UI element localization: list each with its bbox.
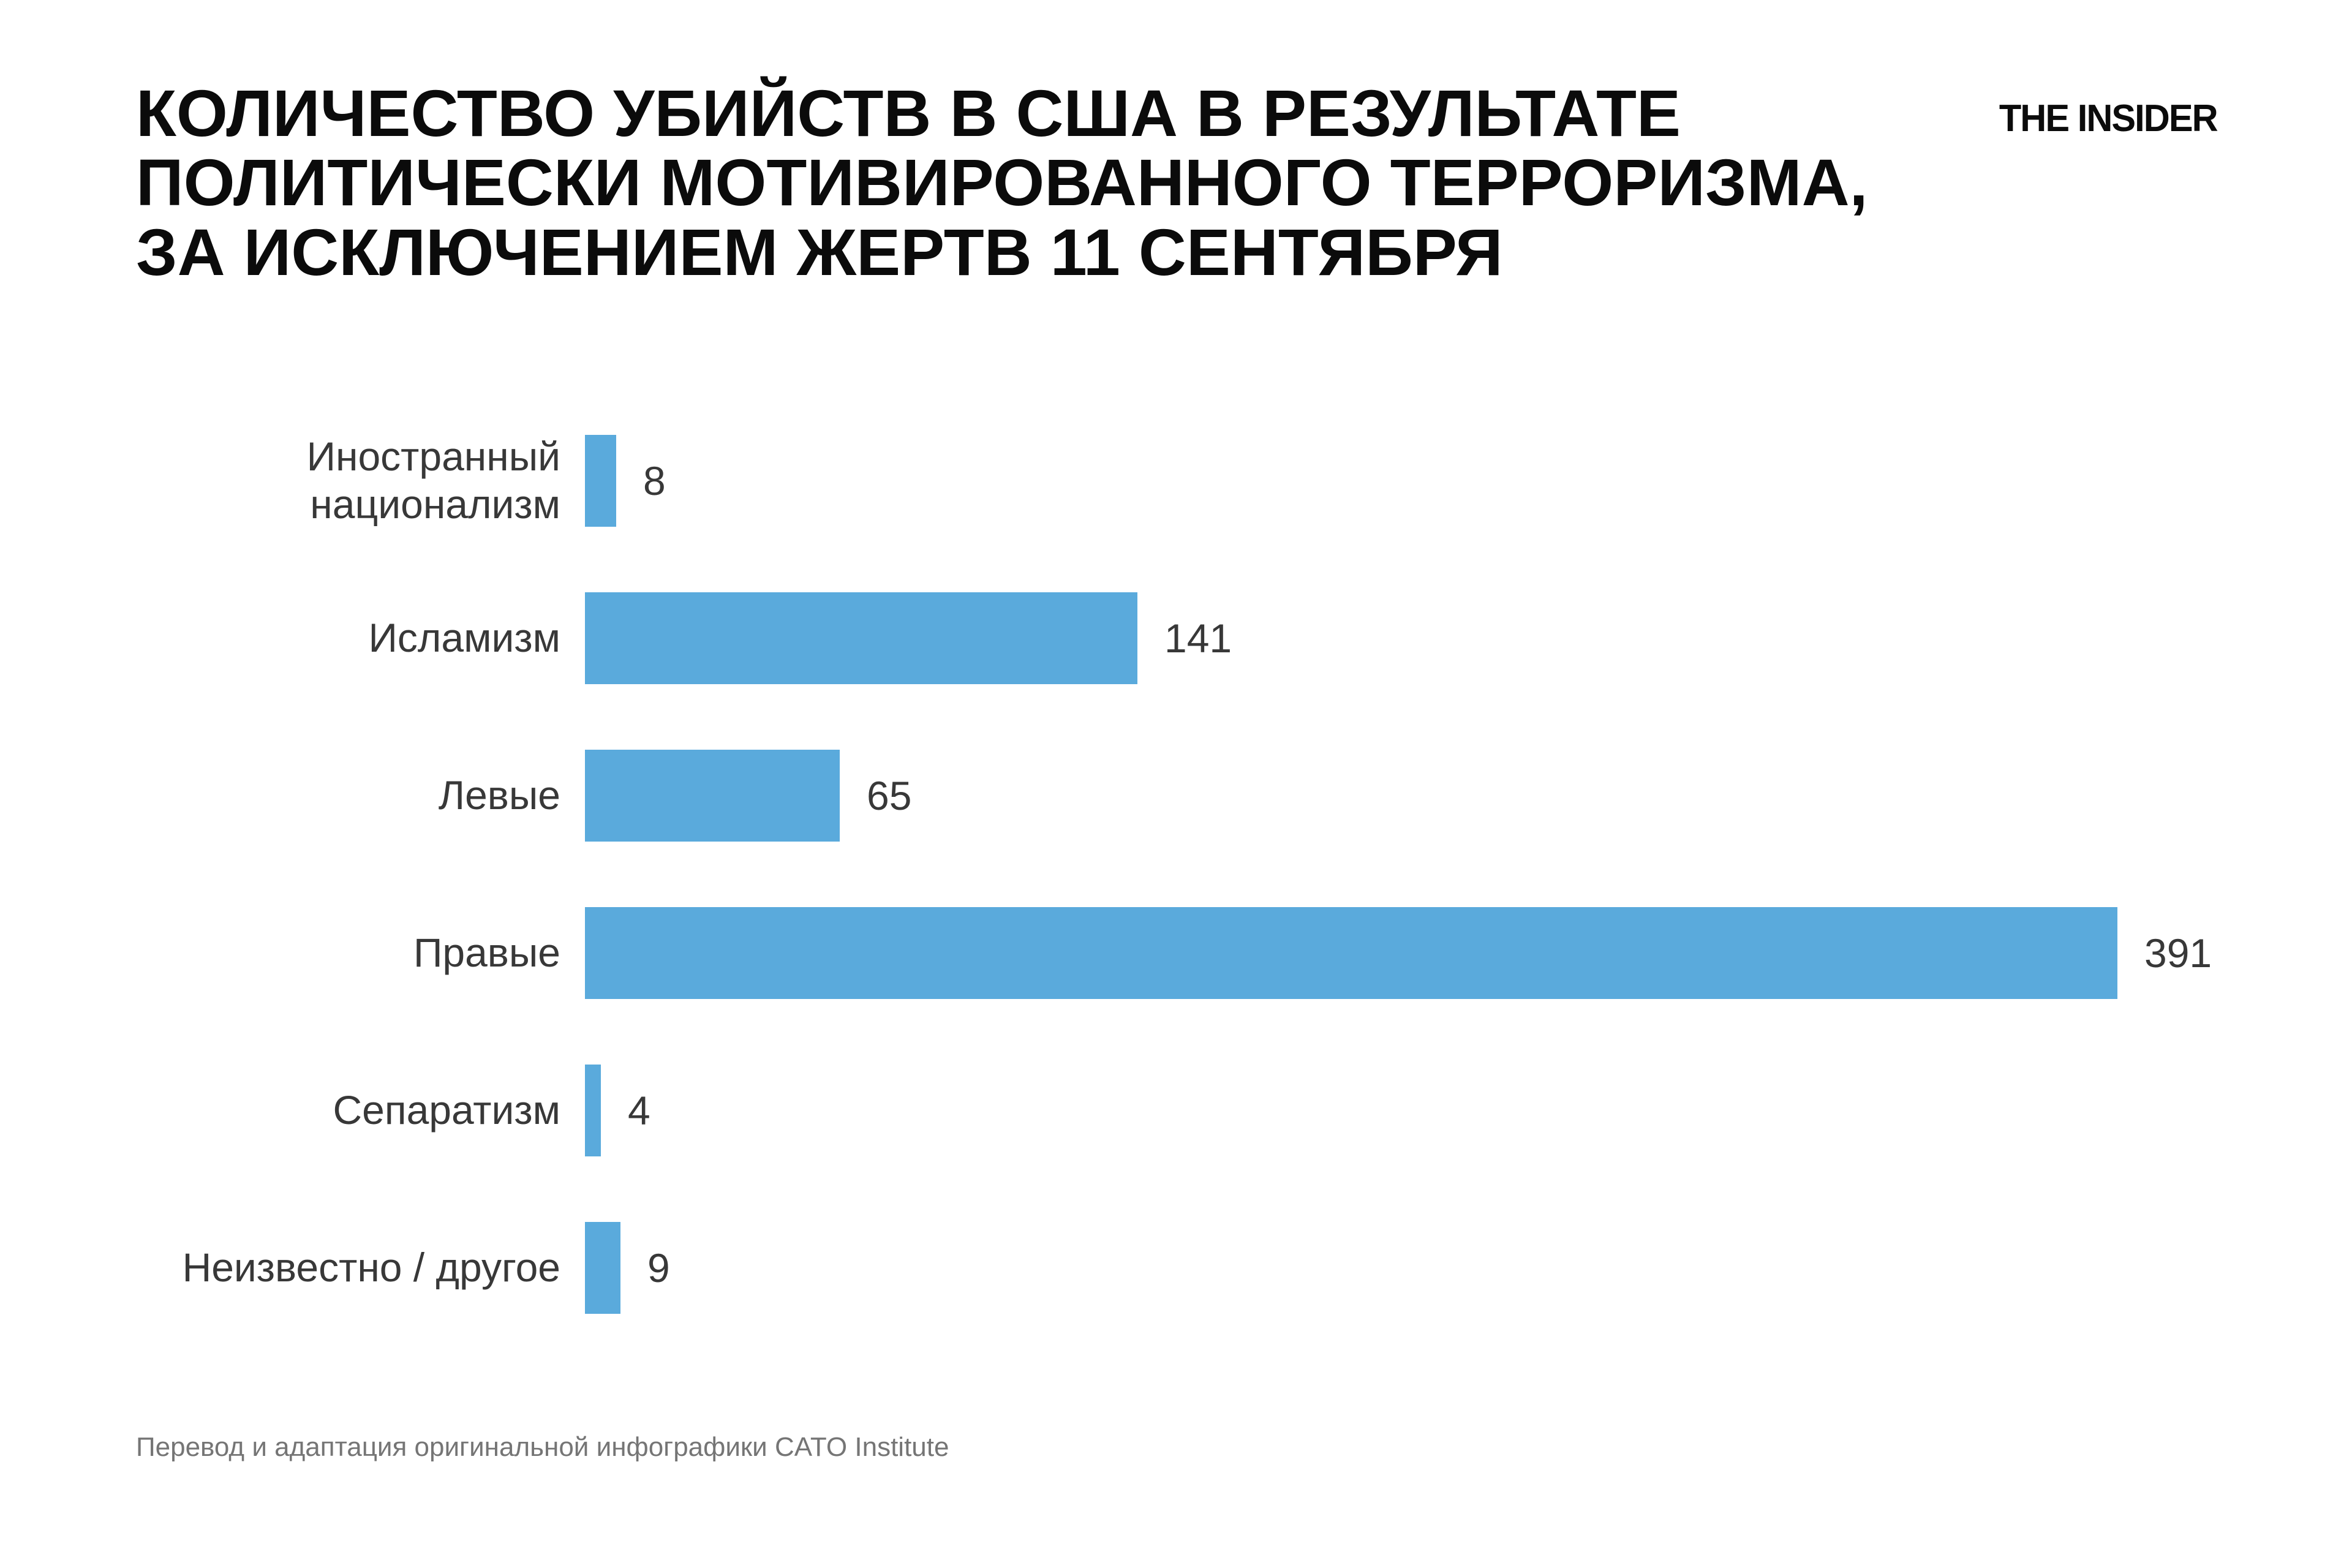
- category-label: Иностранный национализм: [306, 433, 560, 527]
- bar: [585, 907, 2117, 999]
- page-title: КОЛИЧЕСТВО УБИЙСТВ В США В РЕЗУЛЬТАТЕ ПО…: [136, 76, 1868, 289]
- bar-value: 9: [647, 1245, 670, 1291]
- chart-row: Иностранный национализм 8: [135, 402, 2217, 559]
- bar-value: 4: [628, 1087, 650, 1133]
- category-label: Исламизм: [368, 614, 560, 660]
- chart-row: Сепаратизм 4: [135, 1031, 2217, 1189]
- bar: [585, 1064, 601, 1156]
- category-label: Неизвестно / другое: [182, 1244, 560, 1290]
- bar-value: 65: [867, 772, 912, 818]
- category-label: Левые: [438, 772, 560, 818]
- chart-row: Исламизм 141: [135, 559, 2217, 717]
- source-note: Перевод и адаптация оригинальной инфогра…: [136, 1432, 949, 1462]
- bar-value: 391: [2144, 930, 2212, 976]
- the-insider-logo: THE INSIDER: [1999, 97, 2218, 140]
- chart-row: Правые 391: [135, 874, 2217, 1031]
- bar: [585, 592, 1137, 684]
- chart-row: Неизвестно / другое 9: [135, 1189, 2217, 1346]
- bar-value: 8: [643, 458, 666, 503]
- chart-row: Левые 65: [135, 717, 2217, 874]
- bar: [585, 434, 616, 527]
- bar: [585, 1221, 620, 1314]
- category-label: Правые: [413, 929, 560, 975]
- bar: [585, 749, 840, 842]
- category-label: Сепаратизм: [333, 1087, 560, 1133]
- bar-chart: Иностранный национализм 8 Исламизм 141 Левые…: [135, 402, 2217, 1346]
- bar-value: 141: [1164, 615, 1232, 661]
